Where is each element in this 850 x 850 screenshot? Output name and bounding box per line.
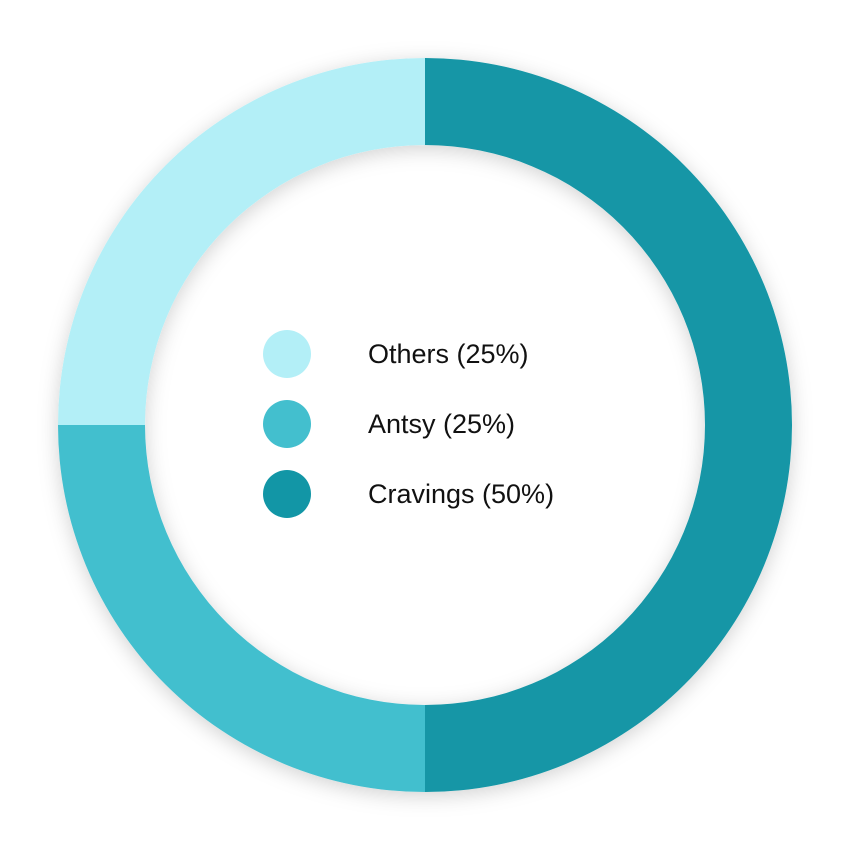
- legend-item-others: Others (25%): [263, 330, 554, 378]
- legend-item-cravings: Cravings (50%): [263, 470, 554, 518]
- legend-label: Cravings (50%): [368, 478, 555, 509]
- legend-label: Others (25%): [368, 338, 529, 369]
- legend-swatch: [263, 400, 311, 448]
- legend-label: Antsy (25%): [368, 408, 516, 439]
- slice-cravings: [425, 58, 792, 792]
- slice-others: [58, 58, 425, 425]
- legend-swatch: [263, 470, 311, 518]
- slice-antsy: [58, 425, 425, 792]
- legend-item-antsy: Antsy (25%): [263, 400, 554, 448]
- legend: Others (25%) Antsy (25%) Cravings (50%): [263, 330, 554, 540]
- legend-swatch: [263, 330, 311, 378]
